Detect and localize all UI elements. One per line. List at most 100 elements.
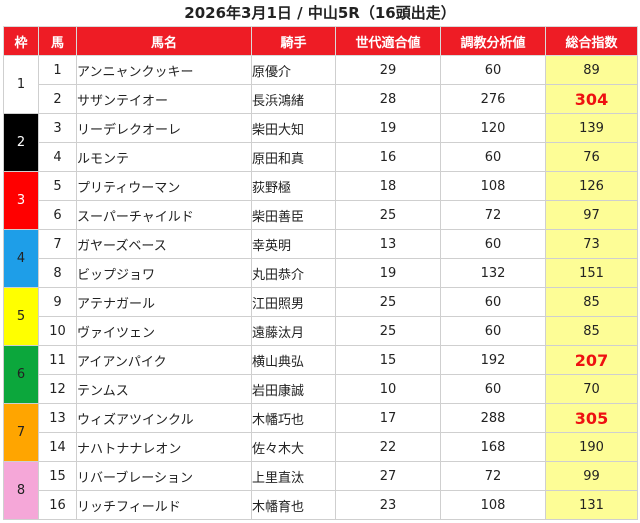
training-score-cell: 72 [440, 200, 546, 230]
table-row: 4 ルモンテ 原田和真 16 60 76 [4, 142, 638, 172]
total-index-cell: 305 [545, 403, 638, 433]
total-index-cell: 207 [545, 345, 638, 375]
umaban-cell: 15 [38, 461, 77, 491]
total-index-cell: 70 [545, 374, 638, 404]
table-row: 3 5 プリティウーマン 荻野極 18 108 126 [3, 171, 638, 230]
horse-name-cell: プリティウーマン [76, 171, 252, 201]
table-row: 7 13 ウィズアツインクル 木幡巧也 17 288 305 [3, 403, 638, 462]
table-row: 6 11 アイアンパイク 横山典弘 15 192 207 [3, 345, 638, 404]
training-score-cell: 72 [440, 461, 546, 491]
generation-score-cell: 23 [335, 490, 441, 520]
umaban-cell: 4 [38, 142, 77, 172]
umaban-cell: 5 [38, 171, 77, 201]
total-index-cell: 304 [545, 84, 638, 114]
generation-score-cell: 16 [335, 142, 441, 172]
horse-name-cell: テンムス [76, 374, 252, 404]
jockey-cell: 木幡巧也 [251, 403, 336, 433]
header-waku: 枠 [3, 26, 39, 56]
table-row: 5 9 アテナガール 江田照男 25 60 85 [3, 287, 638, 346]
header-generation-score: 世代適合値 [335, 26, 441, 56]
jockey-cell: 幸英明 [251, 229, 336, 259]
jockey-cell: 遠藤汰月 [251, 316, 336, 346]
generation-score-cell: 25 [335, 200, 441, 230]
total-index-cell: 139 [545, 113, 638, 143]
training-score-cell: 108 [440, 490, 546, 520]
training-score-cell: 168 [440, 432, 546, 462]
horse-name-cell: ナハトナナレオン [76, 432, 252, 462]
horse-name-cell: ビップジョワ [76, 258, 252, 288]
header-horse-name: 馬名 [76, 26, 252, 56]
total-index-cell: 89 [545, 55, 638, 85]
header-umaban: 馬 [38, 26, 77, 56]
training-score-cell: 108 [440, 171, 546, 201]
umaban-cell: 7 [38, 229, 77, 259]
waku-cell: 1 [3, 55, 39, 114]
umaban-cell: 12 [38, 374, 77, 404]
table-row: 1 1 アンニャンクッキー 原優介 29 60 89 [3, 55, 638, 114]
generation-score-cell: 19 [335, 258, 441, 288]
umaban-cell: 8 [38, 258, 77, 288]
umaban-cell: 11 [38, 345, 77, 375]
umaban-cell: 14 [38, 432, 77, 462]
total-index-cell: 99 [545, 461, 638, 491]
horse-name-cell: アテナガール [76, 287, 252, 317]
umaban-cell: 9 [38, 287, 77, 317]
training-score-cell: 60 [440, 142, 546, 172]
umaban-cell: 2 [38, 84, 77, 114]
umaban-cell: 16 [38, 490, 77, 520]
table-row: 16 リッチフィールド 木幡育也 23 108 131 [4, 490, 638, 520]
horse-name-cell: リーデレクオーレ [76, 113, 252, 143]
total-index-cell: 76 [545, 142, 638, 172]
generation-score-cell: 13 [335, 229, 441, 259]
table-header: 枠 馬 馬名 騎手 世代適合値 調教分析値 総合指数 [3, 26, 638, 56]
total-index-cell: 85 [545, 287, 638, 317]
header-jockey: 騎手 [251, 26, 336, 56]
table-row: 8 15 リバーブレーション 上里直汰 27 72 99 [3, 461, 638, 520]
waku-cell: 7 [3, 403, 39, 462]
horse-name-cell: ヴァイツェン [76, 316, 252, 346]
waku-cell: 3 [3, 171, 39, 230]
training-score-cell: 60 [440, 287, 546, 317]
generation-score-cell: 22 [335, 432, 441, 462]
generation-score-cell: 10 [335, 374, 441, 404]
jockey-cell: 佐々木大 [251, 432, 336, 462]
jockey-cell: 丸田恭介 [251, 258, 336, 288]
training-score-cell: 60 [440, 229, 546, 259]
jockey-cell: 上里直汰 [251, 461, 336, 491]
horse-name-cell: アイアンパイク [76, 345, 252, 375]
total-index-cell: 126 [545, 171, 638, 201]
header-training-score: 調教分析値 [440, 26, 546, 56]
generation-score-cell: 27 [335, 461, 441, 491]
horse-name-cell: サザンテイオー [76, 84, 252, 114]
header-total-index: 総合指数 [545, 26, 638, 56]
waku-cell: 6 [3, 345, 39, 404]
total-index-cell: 85 [545, 316, 638, 346]
generation-score-cell: 17 [335, 403, 441, 433]
generation-score-cell: 25 [335, 287, 441, 317]
total-index-cell: 131 [545, 490, 638, 520]
total-index-cell: 151 [545, 258, 638, 288]
training-score-cell: 192 [440, 345, 546, 375]
total-index-cell: 97 [545, 200, 638, 230]
race-table: 枠 馬 馬名 騎手 世代適合値 調教分析値 総合指数 1 1 アンニャンクッキー 原優… [3, 26, 638, 520]
table-row: 10 ヴァイツェン 遠藤汰月 25 60 85 [4, 316, 638, 346]
generation-score-cell: 28 [335, 84, 441, 114]
jockey-cell: 原田和真 [251, 142, 336, 172]
table-row: 2 サザンテイオー 長浜鴻緒 28 276 304 [4, 84, 638, 114]
horse-name-cell: ガヤーズベース [76, 229, 252, 259]
table-row: 8 ビップジョワ 丸田恭介 19 132 151 [4, 258, 638, 288]
jockey-cell: 長浜鴻緒 [251, 84, 336, 114]
table-row: 14 ナハトナナレオン 佐々木大 22 168 190 [4, 432, 638, 462]
horse-name-cell: リバーブレーション [76, 461, 252, 491]
umaban-cell: 10 [38, 316, 77, 346]
horse-name-cell: ルモンテ [76, 142, 252, 172]
page-title: 2026年3月1日 / 中山5R（16頭出走） [184, 4, 456, 22]
training-score-cell: 288 [440, 403, 546, 433]
umaban-cell: 6 [38, 200, 77, 230]
horse-name-cell: リッチフィールド [76, 490, 252, 520]
waku-cell: 2 [3, 113, 39, 172]
umaban-cell: 13 [38, 403, 77, 433]
waku-cell: 4 [3, 229, 39, 288]
training-score-cell: 60 [440, 374, 546, 404]
jockey-cell: 柴田大知 [251, 113, 336, 143]
